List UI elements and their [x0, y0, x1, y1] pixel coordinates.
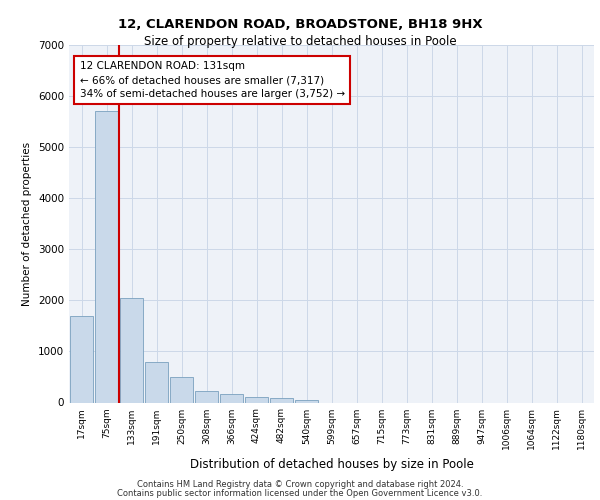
Bar: [270, 398, 293, 402]
Bar: [145, 362, 168, 403]
Text: Size of property relative to detached houses in Poole: Size of property relative to detached ho…: [143, 35, 457, 48]
Bar: [295, 400, 318, 402]
Y-axis label: Number of detached properties: Number of detached properties: [22, 142, 32, 306]
Bar: [245, 397, 268, 402]
Bar: [95, 112, 118, 403]
Bar: [170, 378, 193, 402]
X-axis label: Distribution of detached houses by size in Poole: Distribution of detached houses by size …: [190, 458, 473, 471]
Text: Contains public sector information licensed under the Open Government Licence v3: Contains public sector information licen…: [118, 488, 482, 498]
Bar: [220, 394, 243, 402]
Bar: [70, 316, 93, 402]
Bar: [120, 298, 143, 403]
Text: 12 CLARENDON ROAD: 131sqm
← 66% of detached houses are smaller (7,317)
34% of se: 12 CLARENDON ROAD: 131sqm ← 66% of detac…: [79, 61, 344, 99]
Text: Contains HM Land Registry data © Crown copyright and database right 2024.: Contains HM Land Registry data © Crown c…: [137, 480, 463, 489]
Text: 12, CLARENDON ROAD, BROADSTONE, BH18 9HX: 12, CLARENDON ROAD, BROADSTONE, BH18 9HX: [118, 18, 482, 30]
Bar: [195, 392, 218, 402]
